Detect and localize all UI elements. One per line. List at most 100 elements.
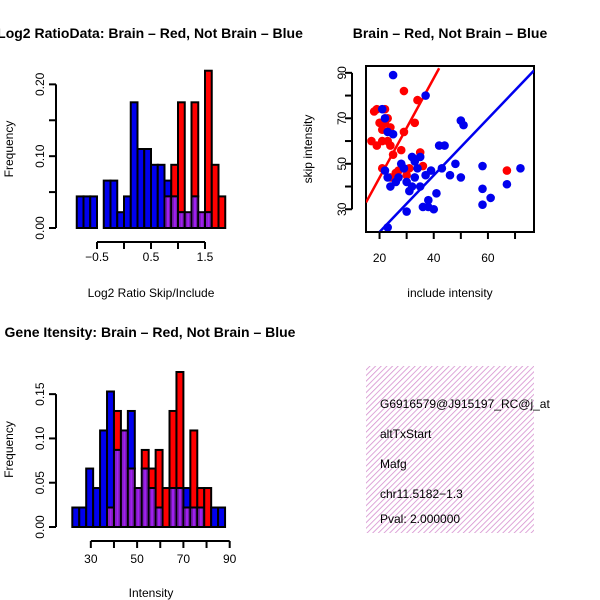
overlap-hatch [129, 469, 134, 526]
log2-ratio-histogram: Log2 RatioData: Brain – Red, Not Brain –… [0, 25, 303, 300]
histogram-bar [177, 101, 186, 214]
histogram-bar [182, 487, 192, 509]
overlap-hatch [171, 489, 175, 526]
overlap-hatch [191, 508, 196, 526]
histogram-bar [163, 179, 173, 198]
info-pval: Pval: 2.000000 [380, 512, 460, 526]
overlap-hatch [198, 508, 203, 526]
overlap-hatch [172, 197, 177, 227]
y-axis: 0.00 0.10 0.20 [33, 72, 57, 240]
data-point-blue [380, 166, 390, 175]
x-tick-label: 90 [223, 552, 237, 566]
y-tick-label: 0.20 [33, 72, 47, 96]
histogram-bar [75, 195, 85, 229]
data-point-blue [410, 173, 420, 182]
histogram-bar [189, 429, 199, 509]
y-axis: 30 50 70 90 [335, 66, 353, 216]
overlap-bar [197, 211, 206, 229]
histogram-bar [92, 487, 102, 528]
y-tick-label: 90 [335, 66, 349, 80]
overlap-bar [154, 506, 164, 528]
regression-line-blue [378, 69, 534, 232]
histogram-bar [204, 69, 213, 214]
overlap-bar [182, 506, 192, 528]
x-tick-label: 30 [84, 552, 98, 566]
x-axis: 20 40 60 [373, 231, 517, 265]
data-point-red [396, 145, 406, 155]
overlap-bar [147, 487, 157, 528]
data-point-red [402, 170, 411, 180]
data-point-blue [383, 223, 392, 232]
data-point-blue [383, 173, 392, 182]
data-point-blue [402, 207, 411, 216]
overlap-bar [175, 487, 185, 528]
data-point-blue [432, 189, 441, 198]
histogram-bar [129, 101, 139, 229]
data-point-blue [377, 104, 387, 114]
histogram-bar [89, 195, 98, 229]
data-point-blue [415, 182, 425, 191]
data-point-red [410, 118, 420, 128]
data-point-blue [445, 170, 455, 180]
data-point-blue [456, 173, 466, 182]
overlap-bar [189, 506, 199, 528]
data-point-red [399, 86, 409, 96]
data-point-blue [426, 166, 436, 175]
overlap-hatch [136, 489, 141, 526]
y-tick-label: 0.05 [33, 471, 47, 495]
y-tick-label: 50 [335, 157, 349, 171]
data-point-blue [516, 164, 525, 173]
data-point-red [413, 95, 422, 105]
data-point-blue [478, 161, 487, 171]
x-axis-label: Intensity [129, 586, 174, 600]
data-point-blue [478, 200, 487, 210]
overlap-hatch [108, 508, 113, 526]
data-point-blue [413, 164, 422, 173]
histogram-bar [140, 448, 150, 470]
data-point-blue [502, 179, 512, 189]
data-point-blue [421, 91, 430, 100]
data-point-blue [440, 141, 449, 150]
overlap-bar [112, 448, 122, 529]
info-event-type: altTxStart [380, 427, 432, 441]
chart-title: Gene Itensity: Brain – Red, Not Brain – … [5, 324, 296, 340]
overlap-hatch [184, 508, 189, 526]
overlap-bar [119, 429, 129, 529]
histogram-bar [136, 148, 146, 229]
x-tick-label: 40 [427, 251, 441, 265]
data-point-blue [437, 164, 447, 173]
overlap-bar [190, 195, 200, 229]
overlap-hatch [157, 508, 162, 526]
info-panel-background [366, 366, 534, 533]
histogram-bar [123, 195, 132, 229]
y-tick-label: 30 [335, 202, 349, 216]
overlap-hatch [179, 213, 184, 227]
x-tick-label: −0.5 [85, 250, 109, 264]
info-gene-name: Mafg [380, 457, 407, 471]
x-tick-label: 60 [481, 251, 495, 265]
histogram-bar [217, 506, 227, 528]
histogram-bar [82, 195, 92, 229]
info-panel: G6916579@J915197_RC@j_at altTxStart Mafg… [366, 366, 550, 533]
x-axis: 30 50 70 90 [84, 540, 237, 566]
overlap-bar [168, 487, 178, 528]
data-point-blue [407, 182, 417, 191]
overlap-hatch [178, 489, 182, 526]
intensity-scatter-plot: Brain – Red, Not Brain – Blue include int… [301, 25, 547, 300]
overlap-hatch [206, 213, 211, 227]
histogram-bar [203, 487, 213, 528]
overlap-bar [177, 211, 186, 229]
x-tick-label: 20 [373, 251, 387, 265]
histogram-bar [210, 163, 220, 230]
histogram-bar [156, 163, 166, 230]
histogram-bar [85, 467, 95, 528]
data-point-blue [486, 193, 495, 203]
data-point-blue [388, 129, 398, 139]
y-tick-label: 0.15 [33, 382, 47, 406]
overlap-hatch [143, 469, 148, 526]
y-tick-label: 0.10 [33, 144, 47, 168]
y-tick-label: 0.00 [33, 216, 47, 240]
histogram-bar [78, 506, 88, 528]
gene-intensity-histogram: Gene Itensity: Brain – Red, Not Brain – … [2, 324, 296, 600]
